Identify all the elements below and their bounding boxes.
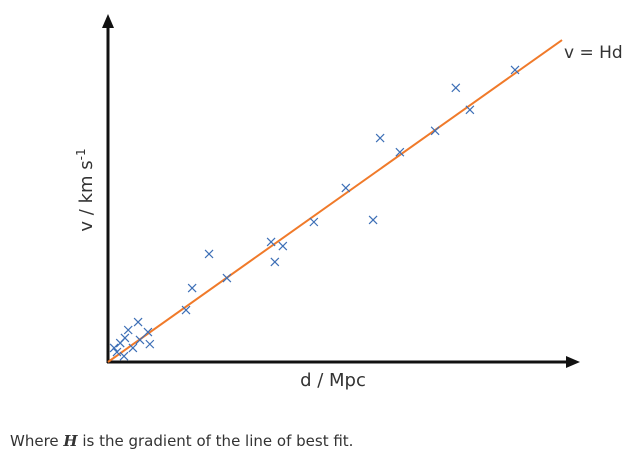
data-point <box>109 343 119 353</box>
data-point <box>187 283 197 293</box>
caption-text: is the gradient of the line of best fit. <box>77 432 354 450</box>
data-point <box>395 147 405 157</box>
chart: d / Mpc v / km s-1 v = Hd <box>74 14 623 391</box>
data-point <box>181 305 191 315</box>
line-label: v = Hd <box>564 43 623 63</box>
data-point <box>120 333 130 343</box>
caption-symbol: H <box>63 432 78 450</box>
data-point <box>266 237 276 247</box>
data-point <box>222 273 232 283</box>
data-point <box>430 126 440 136</box>
x-axis-label: d / Mpc <box>300 370 366 391</box>
data-point <box>123 325 133 335</box>
data-point <box>510 65 520 75</box>
x-axis-arrow <box>566 356 580 368</box>
data-point <box>375 133 385 143</box>
data-point <box>133 317 143 327</box>
data-point <box>270 257 280 267</box>
y-axis-label: v / km s-1 <box>74 148 97 231</box>
data-point <box>465 105 475 115</box>
data-point <box>278 241 288 251</box>
data-point <box>112 347 122 357</box>
data-point <box>309 217 319 227</box>
y-axis-label-text: v / km s <box>76 160 97 231</box>
data-point <box>135 335 145 345</box>
fit-line <box>107 39 563 363</box>
data-point <box>204 249 214 259</box>
data-point <box>128 343 138 353</box>
y-axis-label-sup: -1 <box>74 148 88 160</box>
data-point <box>145 339 155 349</box>
data-point <box>119 351 129 361</box>
data-point <box>451 83 461 93</box>
data-point <box>341 183 351 193</box>
y-axis-arrow <box>102 14 114 28</box>
data-point <box>368 215 378 225</box>
caption-text: Where <box>10 432 64 450</box>
caption: Where H is the gradient of the line of b… <box>10 432 353 450</box>
data-point <box>143 327 153 337</box>
